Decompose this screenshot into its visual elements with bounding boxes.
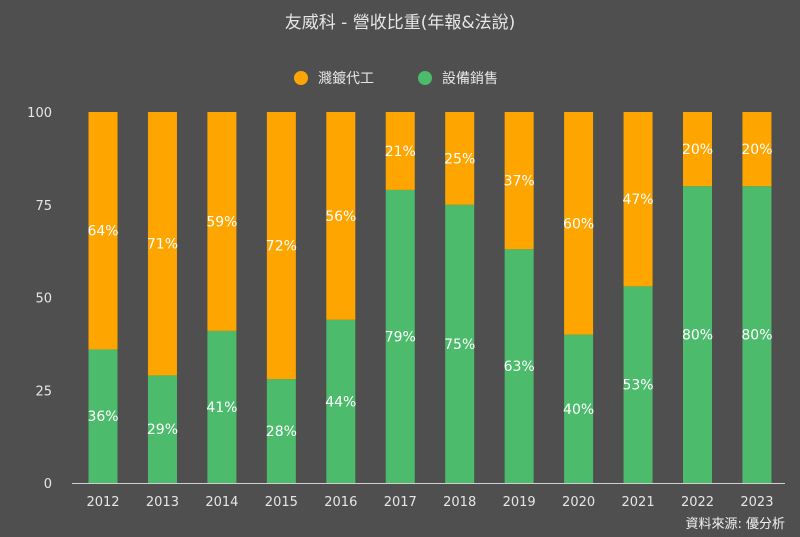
bar-equipment-2020: [564, 334, 594, 483]
data-label: 20%: [682, 142, 713, 158]
data-label: 53%: [622, 378, 653, 394]
data-label: 36%: [87, 409, 118, 425]
bars: 36% 64% 29% 71% 41% 59% 28% 72% 44% 56% 79% 21% 75% 2…: [87, 112, 773, 483]
x-tick-label: 2021: [622, 495, 655, 510]
bar-sputtering-2022: [683, 112, 712, 187]
bar-equipment-2017: [385, 189, 415, 483]
y-tick-label: 75: [35, 199, 52, 214]
bar-sputtering-2014: [207, 112, 237, 331]
x-tick-label: 2016: [324, 495, 357, 510]
x-tick-label: 2013: [146, 495, 179, 510]
y-tick-label: 25: [35, 384, 52, 399]
bar-equipment-2019: [504, 249, 534, 483]
data-label: 47%: [622, 192, 653, 208]
bar-equipment-2013: [147, 375, 177, 483]
y-tick-label: 50: [35, 292, 52, 307]
x-tick-label: 2018: [443, 495, 476, 510]
bar-sputtering-2023: [742, 112, 772, 187]
x-tick-label: 2022: [681, 495, 714, 510]
data-label: 20%: [741, 142, 772, 158]
data-label: 60%: [563, 216, 594, 232]
x-axis: 2012 2013 2014 2015 2016 2017 2018 2019 2020 2021…: [72, 483, 785, 510]
x-tick-label: 2015: [265, 495, 298, 510]
legend-label: 濺鍍代工: [318, 70, 374, 87]
x-tick-label: 2019: [503, 495, 536, 510]
data-label: 37%: [504, 174, 535, 190]
bar-sputtering-2020: [564, 112, 594, 335]
legend-label: 設備銷售: [442, 71, 498, 87]
x-tick-label: 2017: [384, 495, 417, 510]
bar-sputtering-2012: [88, 112, 118, 350]
bar-equipment-2023: [742, 186, 772, 483]
data-label: 28%: [266, 424, 297, 440]
bar-equipment-2016: [326, 319, 356, 483]
x-tick-label: 2012: [86, 495, 119, 510]
y-tick-label: 100: [27, 106, 52, 121]
x-tick-label: 2020: [562, 495, 595, 510]
data-label: 56%: [325, 209, 356, 225]
data-label: 71%: [147, 237, 178, 253]
bar-equipment-2015: [266, 379, 296, 483]
data-label: 21%: [385, 144, 416, 160]
data-label: 40%: [563, 402, 594, 418]
x-tick-label: 2014: [205, 495, 238, 510]
bar-sputtering-2016: [326, 112, 356, 320]
bar-sputtering-2015: [266, 112, 296, 380]
chart-title: 友威科 - 營收比重(年報&法說): [285, 13, 515, 33]
bar-sputtering-2019: [504, 112, 534, 250]
bar-equipment-2012: [88, 349, 118, 483]
bar-sputtering-2021: [623, 112, 653, 287]
bar-sputtering-2013: [147, 112, 177, 376]
legend-marker: [294, 71, 308, 85]
bar-equipment-2014: [207, 330, 237, 483]
y-axis: 0 25 50 75 100: [27, 106, 52, 492]
x-tick-label: 2023: [740, 495, 773, 510]
data-label: 75%: [444, 337, 475, 353]
data-label: 72%: [266, 239, 297, 255]
source-note: 資料來源: 優分析: [685, 517, 785, 532]
data-label: 41%: [206, 400, 237, 416]
data-label: 29%: [147, 422, 178, 438]
bar-equipment-2022: [683, 186, 712, 483]
data-label: 64%: [87, 224, 118, 240]
data-label: 80%: [741, 328, 772, 344]
data-label: 44%: [325, 394, 356, 410]
bar-sputtering-2017: [385, 112, 415, 190]
data-label: 79%: [385, 329, 416, 345]
legend: 濺鍍代工 設備銷售: [294, 70, 498, 87]
bar-equipment-2018: [445, 204, 475, 483]
data-label: 59%: [206, 214, 237, 230]
bar-sputtering-2018: [445, 112, 475, 205]
y-tick-label: 0: [44, 477, 52, 492]
data-label: 80%: [682, 328, 713, 344]
data-label: 25%: [444, 151, 475, 167]
bar-equipment-2021: [623, 286, 653, 483]
legend-marker: [418, 71, 432, 85]
data-label: 63%: [504, 359, 535, 375]
